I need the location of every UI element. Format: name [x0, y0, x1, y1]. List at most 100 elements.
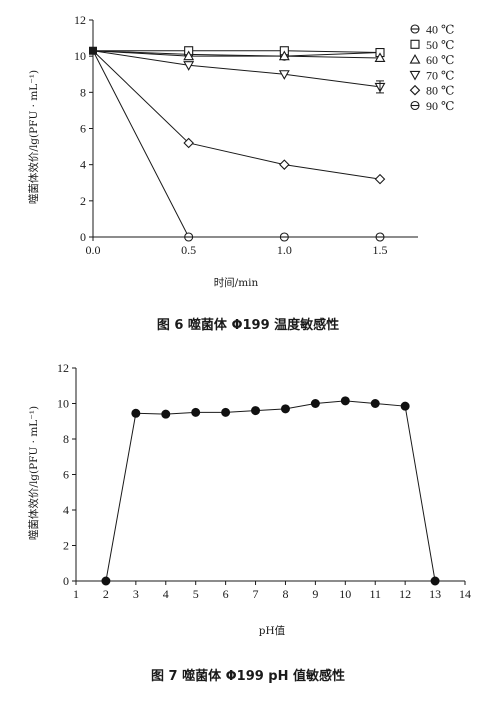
series-3 [92, 50, 386, 63]
data-point [183, 50, 195, 61]
legend-marker [410, 100, 420, 111]
marker-filled-circle [161, 409, 171, 419]
x-tick-label: 6 [223, 587, 229, 601]
x-tick-label: 0.5 [181, 243, 196, 257]
series-line [92, 50, 381, 57]
x-tick-label: 4 [163, 587, 169, 601]
marker-diamond [409, 84, 421, 96]
data-point [278, 50, 290, 61]
x-tick-label: 9 [312, 587, 318, 601]
legend-label: 80 ℃ [426, 84, 454, 98]
data-point [374, 52, 386, 63]
data-point [183, 137, 194, 149]
data-point [279, 232, 289, 242]
y-tick-label: 12 [57, 361, 69, 375]
y-tick-label: 4 [80, 158, 86, 172]
marker-filled-circle [430, 576, 440, 586]
legend: 40 ℃50 ℃60 ℃70 ℃ 80 ℃90 ℃ [409, 23, 454, 113]
marker-triangle-up [374, 52, 386, 63]
legend-item: 70 ℃ [409, 68, 454, 82]
x-tick-label: 12 [399, 587, 411, 601]
legend-label: 90 ℃ [426, 99, 454, 113]
marker-triangle-down [183, 61, 195, 71]
x-tick-label: 5 [193, 587, 199, 601]
marker-triangle-down [409, 70, 421, 81]
x-tick-label: 1 [73, 587, 79, 601]
y-tick-label: 0 [63, 574, 69, 588]
y-tick-label: 8 [63, 432, 69, 446]
legend-label: 40 ℃ [426, 23, 454, 37]
series-line [92, 50, 381, 59]
marker-triangle-down [278, 70, 290, 80]
plot-area: 0 2 4 6 8 10 12 0.0 0.5 1.0 1.5 40 ℃50 ℃60 ℃70 ℃ 80 … [74, 13, 454, 257]
data-point [278, 70, 290, 80]
x-tick-label: 0.0 [86, 243, 101, 257]
x-tick-label: 1.5 [373, 243, 388, 257]
data-point [370, 399, 380, 408]
data-point [310, 399, 320, 408]
series-5 [92, 50, 386, 185]
x-tick-label: 7 [253, 587, 259, 601]
x-axis-title: 时间/min [214, 276, 259, 289]
legend-item: 50 ℃ [410, 38, 454, 52]
data-point [131, 408, 141, 418]
marker-filled-circle [131, 408, 141, 418]
marker-diamond [374, 173, 386, 185]
y-axis-title: 噬菌体效价/lg(PFU · mL⁻¹) [27, 70, 40, 204]
data-point [340, 396, 350, 406]
legend-marker [409, 70, 421, 81]
marker-filled-circle [280, 404, 290, 414]
y-tick-label: 2 [80, 194, 86, 208]
marker-diamond [279, 159, 290, 170]
data-point [430, 576, 440, 586]
series-6 [92, 50, 385, 242]
data-point [184, 232, 194, 242]
data-point [251, 406, 261, 416]
figure-caption: 图 7 噬菌体 Φ199 pH 值敏感性 [151, 668, 345, 684]
legend-marker [409, 84, 421, 96]
legend-label: 70 ℃ [426, 68, 454, 82]
x-tick-label: 14 [459, 587, 471, 601]
series-line [92, 50, 380, 238]
marker-filled-circle [370, 399, 380, 408]
y-tick-label: 8 [80, 85, 86, 99]
legend-item: 60 ℃ [409, 53, 454, 67]
legend-label: 60 ℃ [426, 53, 454, 67]
start-point-marker [89, 46, 97, 55]
y-tick-label: 0 [80, 230, 86, 244]
marker-filled-circle [101, 576, 111, 586]
marker-filled-circle [191, 407, 201, 417]
x-tick-label: 10 [339, 587, 351, 601]
marker-filled-circle [400, 401, 410, 411]
figure-caption: 图 6 噬菌体 Φ199 温度敏感性 [157, 317, 339, 333]
marker-triangle-up [409, 53, 421, 64]
y-tick-label: 2 [63, 539, 69, 553]
legend-marker [409, 53, 421, 64]
y-tick-label: 12 [74, 13, 86, 27]
series-4 [92, 50, 386, 93]
marker-filled-circle [310, 399, 320, 408]
x-tick-label: 13 [429, 587, 441, 601]
figure-6-temperature-chart: 0 2 4 6 8 10 12 0.0 0.5 1.0 1.5 40 ℃50 ℃60 ℃70 ℃ 80 … [27, 13, 454, 333]
series-line [93, 50, 381, 54]
x-tick-label: 8 [282, 587, 288, 601]
data-point [375, 232, 385, 242]
data-point [161, 409, 171, 419]
data-point [183, 61, 195, 71]
data-point [280, 404, 290, 414]
data-point [221, 407, 231, 417]
y-tick-label: 6 [63, 468, 69, 482]
y-tick-label: 10 [57, 397, 69, 411]
x-tick-label: 11 [369, 587, 381, 601]
y-axis-title: 噬菌体效价/lg(PFU · mL⁻¹) [27, 406, 40, 540]
x-axis-title: pH值 [259, 624, 286, 637]
y-tick-label: 10 [74, 49, 86, 63]
marker-diamond [183, 137, 194, 149]
x-tick-label: 1.0 [277, 243, 292, 257]
marker-filled-circle [221, 407, 231, 417]
legend-marker [410, 39, 420, 49]
legend-item: 90 ℃ [410, 99, 454, 113]
